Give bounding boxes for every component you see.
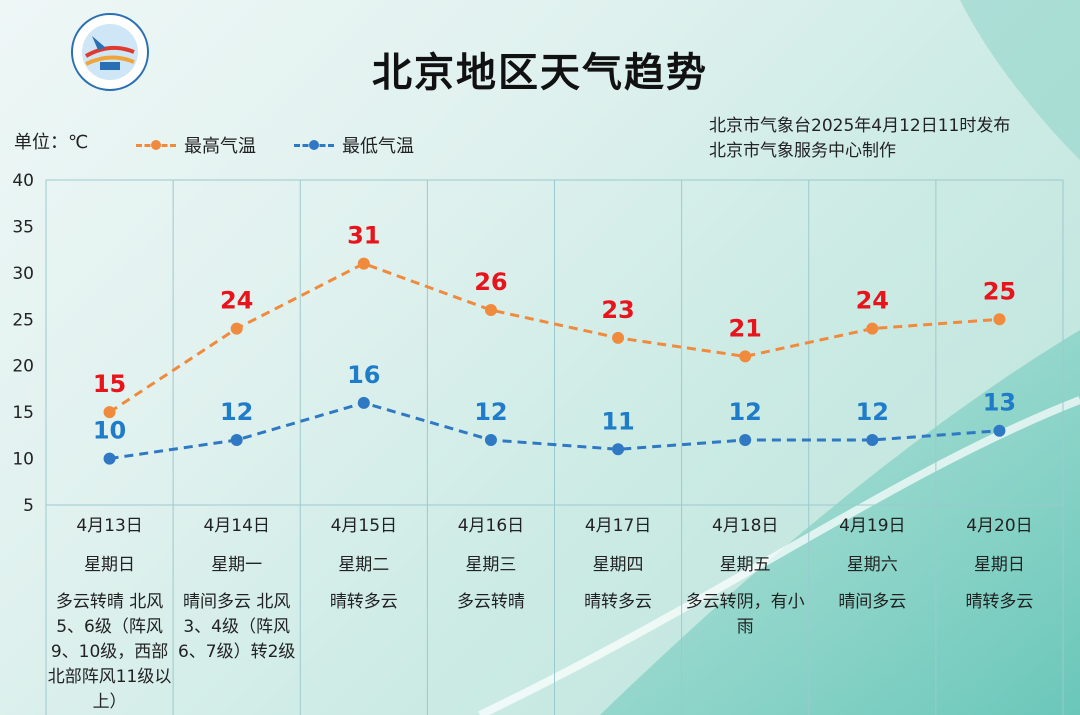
forecast-weather: 晴间多云 北风3、4级（阵风6、7级）转2级 (177, 592, 296, 662)
data-point-high (866, 322, 879, 335)
forecast-column: 4月20日星期日晴转多云 (936, 510, 1063, 615)
data-label-high: 15 (93, 370, 126, 398)
issuer-info: 北京市气象台2025年4月12日11时发布 北京市气象服务中心制作 (709, 114, 1010, 164)
data-point-high (103, 406, 116, 419)
forecast-weekday: 星期五 (719, 555, 771, 575)
data-point-low (103, 452, 116, 465)
y-tick-label: 30 (12, 264, 34, 284)
forecast-date: 4月15日 (330, 516, 398, 536)
forecast-date: 4月19日 (839, 516, 906, 536)
forecast-date: 4月18日 (711, 516, 779, 536)
data-label-low: 16 (347, 361, 380, 389)
data-label-high: 24 (220, 287, 253, 315)
forecast-weekday: 星期三 (465, 555, 517, 575)
legend-low: 最低气温 (294, 132, 414, 158)
y-tick-label: 25 (12, 310, 34, 330)
forecast-weather: 多云转晴 (456, 592, 525, 612)
y-tick-label: 10 (12, 450, 34, 470)
data-point-high (230, 322, 243, 335)
data-point-high (357, 257, 370, 270)
forecast-column: 4月13日星期日多云转晴 北风5、6级（阵风9、10级，西部北部阵风11级以上） (46, 510, 173, 715)
forecast-weekday: 星期日 (973, 555, 1025, 575)
forecast-weekday: 星期二 (338, 555, 390, 575)
y-tick-label: 20 (12, 357, 34, 377)
forecast-weather: 晴转多云 (965, 592, 1034, 612)
data-point-low (612, 443, 625, 456)
data-label-high: 26 (474, 268, 507, 296)
forecast-column: 4月17日星期四晴转多云 (555, 510, 682, 615)
forecast-date: 4月16日 (457, 516, 525, 536)
issuer-line-2: 北京市气象服务中心制作 (709, 141, 896, 161)
data-point-high (612, 331, 625, 344)
legend-low-label: 最低气温 (342, 136, 414, 157)
data-label-high: 25 (983, 277, 1016, 305)
forecast-weekday: 星期六 (846, 555, 898, 575)
data-label-low: 10 (93, 417, 126, 445)
data-point-high (484, 304, 497, 316)
forecast-date: 4月20日 (966, 516, 1033, 536)
data-point-low (230, 434, 243, 446)
forecast-date: 4月14日 (203, 516, 270, 536)
data-point-low (739, 434, 752, 446)
data-label-low: 12 (856, 398, 889, 426)
legend-low-swatch (294, 138, 334, 152)
forecast-column: 4月14日星期一晴间多云 北风3、4级（阵风6、7级）转2级 (173, 510, 300, 665)
data-label-low: 11 (601, 407, 634, 435)
data-label-low: 12 (728, 398, 761, 426)
forecast-weather: 晴间多云 (838, 592, 907, 612)
data-label-high: 21 (728, 314, 761, 342)
data-label-high: 24 (856, 287, 889, 315)
forecast-weekday: 星期四 (592, 555, 644, 575)
y-tick-label: 15 (12, 403, 34, 423)
unit-label: 单位：℃ (14, 132, 89, 153)
forecast-column: 4月19日星期六晴间多云 (809, 510, 936, 615)
y-tick-label: 5 (23, 496, 34, 516)
forecast-weather: 多云转晴 北风5、6级（阵风9、10级，西部北部阵风11级以上） (47, 592, 172, 712)
data-label-low: 12 (220, 398, 253, 426)
data-point-high (993, 313, 1006, 326)
forecast-weather: 多云转阴，有小雨 (685, 592, 805, 637)
forecast-column: 4月16日星期三多云转晴 (427, 510, 554, 615)
forecast-column: 4月15日星期二晴转多云 (300, 510, 427, 615)
series-line-high (108, 261, 1000, 414)
legend-high-swatch (136, 138, 176, 152)
forecast-weather: 晴转多云 (584, 592, 653, 612)
data-label-high: 31 (347, 222, 380, 250)
data-label-low: 13 (983, 389, 1016, 417)
meteorological-service-logo (71, 13, 149, 91)
data-point-low (484, 434, 497, 446)
forecast-date: 4月13日 (76, 516, 143, 536)
forecast-column: 4月18日星期五多云转阴，有小雨 (682, 510, 809, 640)
page-title: 北京地区天气趋势 (372, 50, 708, 96)
data-point-low (993, 424, 1006, 437)
legend-high-label: 最高气温 (184, 136, 256, 157)
series-line-low (109, 401, 1000, 461)
data-label-high: 23 (601, 296, 634, 324)
legend-high: 最高气温 (136, 132, 256, 158)
forecast-date: 4月17日 (584, 516, 652, 536)
issuer-line-1: 北京市气象台2025年4月12日11时发布 (709, 116, 1011, 136)
data-point-high (739, 350, 752, 363)
y-tick-label: 40 (12, 171, 34, 191)
forecast-weekday: 星期日 (84, 555, 136, 575)
forecast-weekday: 星期一 (211, 555, 263, 575)
forecast-weather: 晴转多云 (329, 592, 398, 612)
data-point-low (357, 396, 370, 409)
data-point-low (866, 434, 879, 446)
data-label-low: 12 (474, 398, 507, 426)
y-tick-label: 35 (12, 217, 34, 237)
